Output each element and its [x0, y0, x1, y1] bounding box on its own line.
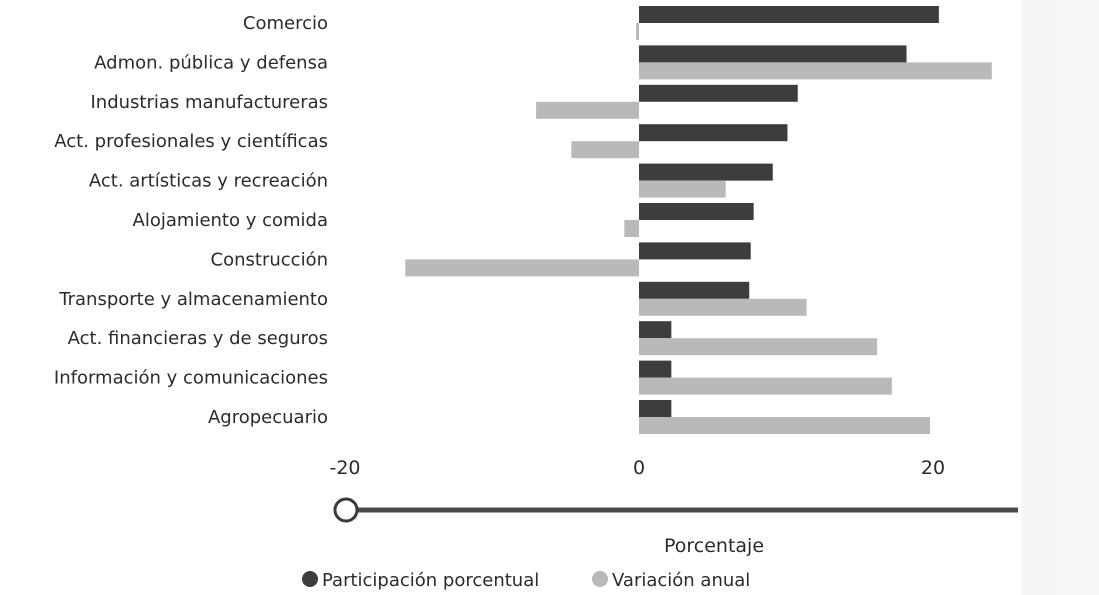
x-tick-label: 20: [921, 457, 945, 479]
legend-swatch-variacion: [592, 571, 608, 587]
bar-participacion[interactable]: [639, 163, 773, 181]
bar-variacion[interactable]: [536, 101, 639, 119]
category-label: Información y comunicaciones: [54, 368, 328, 389]
bar-variacion[interactable]: [639, 62, 992, 80]
category-label: Agropecuario: [208, 407, 328, 428]
category-label: Construcción: [211, 249, 328, 270]
category-label: Act. artísticas y recreación: [89, 171, 328, 192]
category-label: Industrias manufactureras: [90, 92, 328, 113]
bars-group: [405, 6, 992, 434]
x-axis-title: Porcentaje: [664, 535, 764, 557]
range-slider[interactable]: [333, 497, 1096, 523]
bar-participacion[interactable]: [639, 6, 939, 23]
bar-participacion[interactable]: [639, 242, 751, 260]
bar-variacion[interactable]: [624, 220, 639, 237]
bar-variacion[interactable]: [639, 417, 931, 434]
x-tick-labels: -20 0 20: [329, 457, 945, 479]
category-label: Act. financieras y de seguros: [68, 328, 328, 349]
slider-handle-left[interactable]: [333, 497, 359, 523]
category-label: Admon. pública y defensa: [94, 52, 328, 73]
bar-variacion[interactable]: [639, 180, 726, 198]
bar-participacion[interactable]: [639, 360, 672, 378]
category-labels: Comercio Admon. pública y defensa Industri…: [54, 13, 328, 428]
bar-variacion[interactable]: [571, 141, 639, 159]
legend-label: Participación porcentual: [322, 570, 539, 591]
bar-variacion[interactable]: [636, 23, 639, 40]
bar-variacion[interactable]: [639, 377, 892, 395]
bar-participacion[interactable]: [639, 84, 798, 102]
x-tick-label: -20: [329, 457, 360, 479]
right-edge-panel: [1018, 0, 1099, 595]
bar-variacion[interactable]: [639, 298, 807, 316]
x-tick-label: 0: [633, 457, 645, 479]
bar-variacion[interactable]: [639, 338, 878, 356]
legend-label: Variación anual: [612, 570, 750, 591]
bar-participacion[interactable]: [639, 400, 672, 417]
category-label: Transporte y almacenamiento: [58, 289, 328, 310]
category-label: Act. profesionales y científicas: [54, 131, 328, 152]
legend-swatch-participacion: [302, 571, 318, 587]
bar-participacion[interactable]: [639, 281, 750, 299]
bar-participacion[interactable]: [639, 203, 754, 220]
legend: Participación porcentual Variación anual: [302, 570, 750, 591]
bar-variacion[interactable]: [405, 259, 639, 277]
category-label: Alojamiento y comida: [133, 210, 328, 231]
bar-participacion[interactable]: [639, 124, 788, 142]
category-label: Comercio: [243, 13, 328, 34]
bar-participacion[interactable]: [639, 45, 907, 63]
bar-participacion[interactable]: [639, 321, 672, 339]
